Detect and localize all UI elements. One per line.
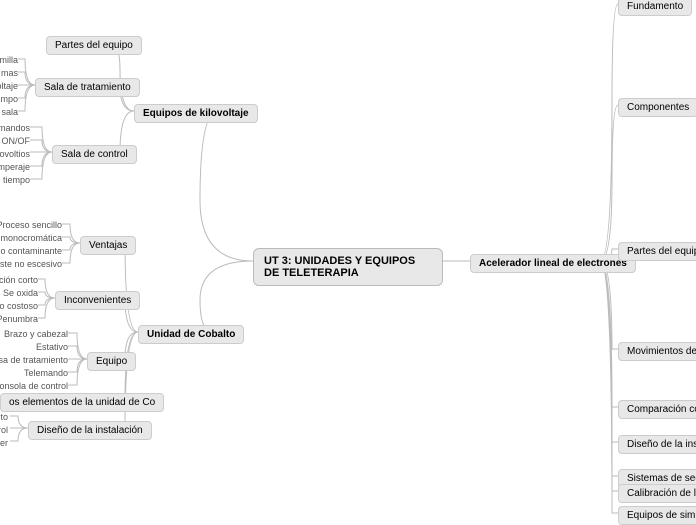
leaf: Se oxida (3, 288, 38, 298)
r-componentes[interactable]: Componentes (618, 98, 696, 117)
r-calibracion[interactable]: Calibración de la uni (618, 484, 696, 503)
sub-diseno[interactable]: Diseño de la instalación (28, 421, 152, 440)
t: Se oxida (3, 288, 38, 298)
r-comparacion[interactable]: Comparación con el c (618, 400, 696, 419)
leaf: iación monocromática (0, 233, 62, 243)
t: consola de control (0, 381, 68, 391)
label: Diseño de la instalación (37, 425, 143, 436)
leaf: Brazo y cabezal (4, 329, 68, 339)
t: Brazo y cabezal (4, 329, 68, 339)
leaf: oltaje (0, 81, 18, 91)
t: Fundamento (627, 1, 683, 12)
branch-cobalto[interactable]: Unidad de Cobalto (138, 325, 244, 344)
sub-sala-tratamiento[interactable]: Sala de tratamiento (35, 78, 140, 97)
t: iliamperaje (0, 162, 30, 172)
leaf: mpo (0, 94, 18, 104)
t: Movimientos de la u (627, 346, 696, 357)
t: Penumbra (0, 314, 38, 324)
root-node[interactable]: UT 3: UNIDADES Y EQUIPOS DE TELETERAPIA (253, 248, 443, 286)
t: iseño costoso (0, 301, 38, 311)
leaf: Penumbra (0, 314, 38, 324)
t: Proceso sencillo (0, 220, 62, 230)
t: milla (0, 55, 18, 65)
label: Ventajas (89, 240, 127, 251)
leaf: tón ON/OF (0, 136, 30, 146)
sub-partes[interactable]: Partes del equipo (46, 36, 142, 55)
leaf: gración corto (0, 275, 38, 285)
t: e kilovoltios (0, 149, 30, 159)
label: Inconvenientes (64, 295, 131, 306)
label: Sala de control (61, 149, 128, 160)
t: de mandos (0, 123, 30, 133)
sub-ventajas[interactable]: Ventajas (80, 236, 136, 255)
t: iación monocromática (0, 233, 62, 243)
branch-acelerador[interactable]: Acelerador lineal de electrones (470, 254, 636, 273)
sub-equipo[interactable]: Equipo (87, 352, 136, 371)
t: tón ON/OF (0, 136, 30, 146)
t: Partes del equipo (627, 246, 696, 257)
leaf: Proceso sencillo (0, 220, 62, 230)
leaf: Mesa de tratamiento (0, 355, 68, 365)
leaf: Estativo (36, 342, 68, 352)
t: Sistemas de segurid (627, 473, 696, 484)
t: r de tiempo (0, 175, 30, 185)
t: Calibración de la uni (627, 488, 696, 499)
t: Telemando (24, 368, 68, 378)
r-partes[interactable]: Partes del equipo (618, 242, 696, 261)
leaf: consola de control (0, 381, 68, 391)
sub-sala-control[interactable]: Sala de control (52, 145, 137, 164)
r-simulacion[interactable]: Equipos de simulació (618, 506, 696, 525)
label: Equipos de kilovoltaje (143, 108, 249, 119)
leaf: mas (1, 68, 18, 78)
t: Estativo (36, 342, 68, 352)
label: Partes del equipo (55, 40, 133, 51)
leaf: r de tiempo (0, 175, 30, 185)
leaf: Telemando (24, 368, 68, 378)
r-diseno[interactable]: Diseño de la instalac (618, 435, 696, 454)
branch-kilovoltaje[interactable]: Equipos de kilovoltaje (134, 104, 258, 123)
leaf: iseño costoso (0, 301, 38, 311)
t: rol (0, 425, 8, 435)
t: Mesa de tratamiento (0, 355, 68, 365)
leaf: rol (0, 425, 8, 435)
leaf: milla (0, 55, 18, 65)
r-fundamento[interactable]: Fundamento (618, 0, 692, 16)
leaf: er (0, 438, 8, 448)
t: gración corto (0, 275, 38, 285)
t: a sala (0, 107, 18, 117)
leaf: Coste no escesivo (0, 259, 62, 269)
leaf: a sala (0, 107, 18, 117)
label: Acelerador lineal de electrones (479, 258, 627, 269)
label: os elementos de la unidad de Co (9, 397, 155, 408)
t: ción no contaminante (0, 246, 62, 256)
sub-elementos[interactable]: os elementos de la unidad de Co (0, 393, 164, 412)
label: Unidad de Cobalto (147, 329, 235, 340)
leaf: iliamperaje (0, 162, 30, 172)
label: Equipo (96, 356, 127, 367)
t: Comparación con el c (627, 404, 696, 415)
sub-inconvenientes[interactable]: Inconvenientes (55, 291, 140, 310)
t: Equipos de simulació (627, 510, 696, 521)
t: mpo (0, 94, 18, 104)
r-movimientos[interactable]: Movimientos de la u (618, 342, 696, 361)
leaf: de mandos (0, 123, 30, 133)
t: oltaje (0, 81, 18, 91)
t: er (0, 438, 8, 448)
leaf: ción no contaminante (0, 246, 62, 256)
t: mas (1, 68, 18, 78)
t: Componentes (627, 102, 689, 113)
t: Diseño de la instalac (627, 439, 696, 450)
label: Sala de tratamiento (44, 82, 131, 93)
t: to (0, 412, 8, 422)
t: Coste no escesivo (0, 259, 62, 269)
leaf: to (0, 412, 8, 422)
leaf: e kilovoltios (0, 149, 30, 159)
root-title: UT 3: UNIDADES Y EQUIPOS DE TELETERAPIA (264, 255, 415, 279)
